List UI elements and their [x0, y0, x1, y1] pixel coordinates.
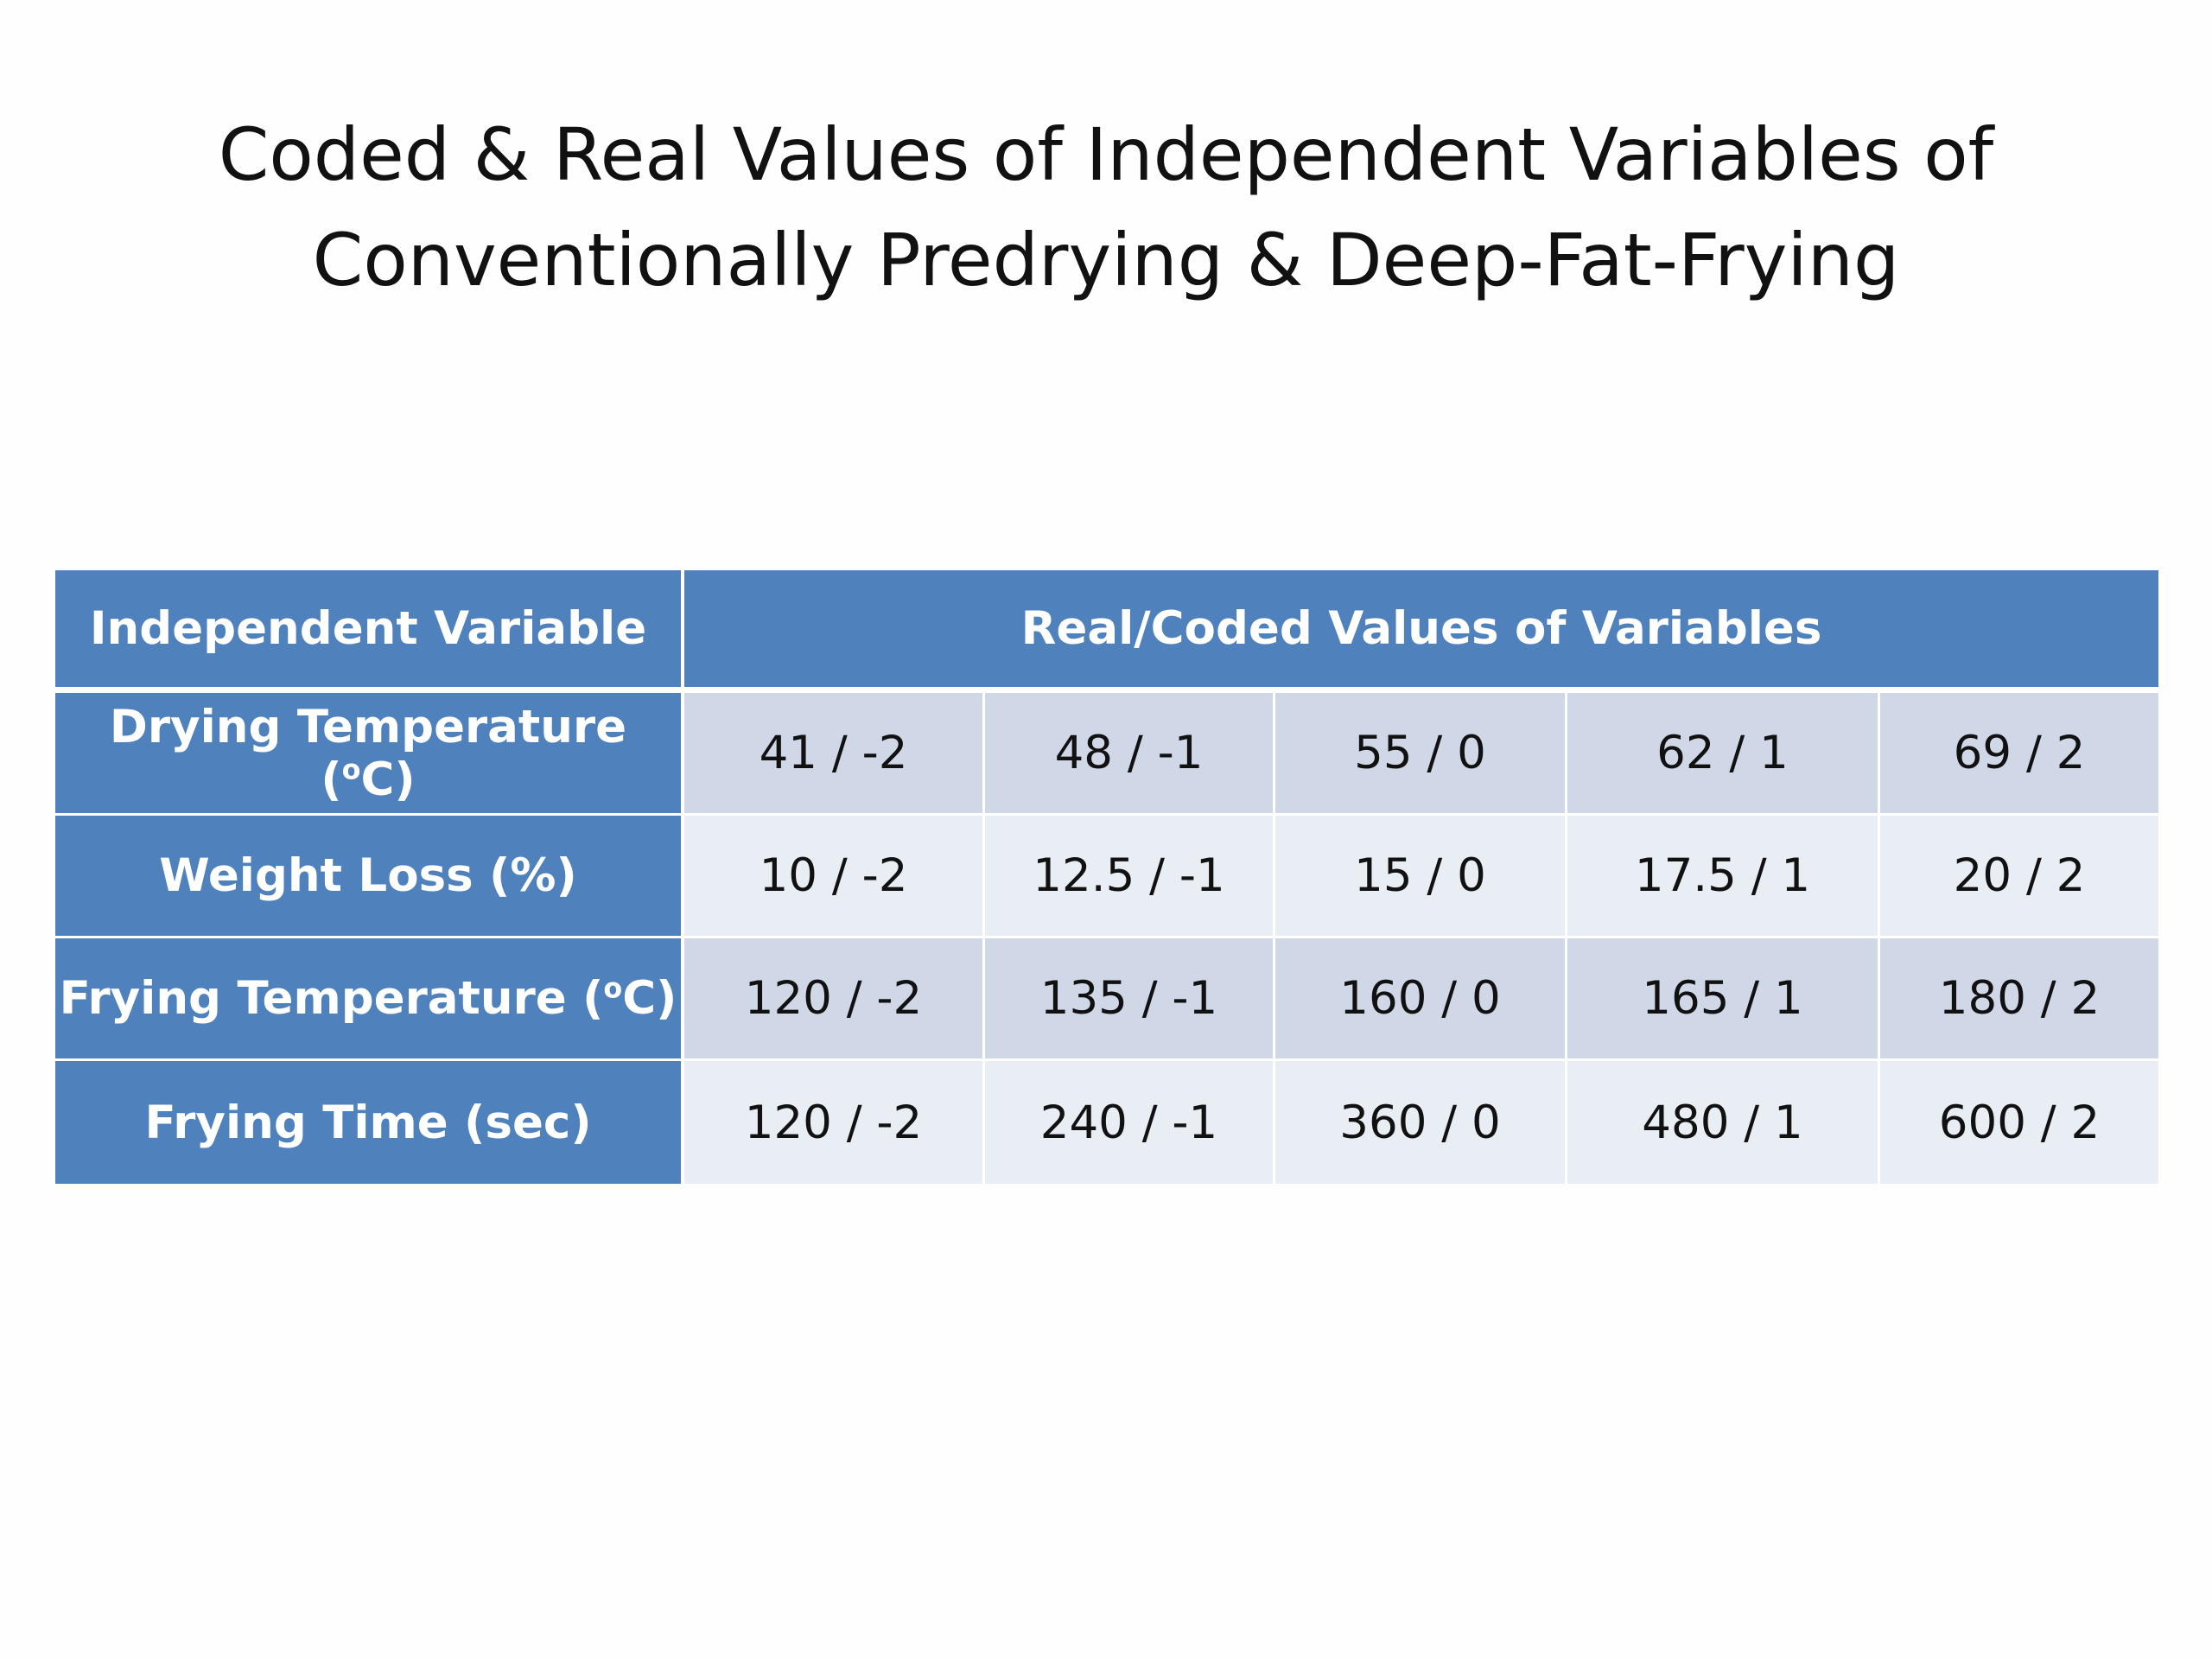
row-label-text: Weight Loss (%)	[159, 849, 577, 902]
table-cell: 12.5 / -1	[985, 816, 1275, 938]
slide-title-line-2: Conventionally Predrying & Deep-Fat-Fryi…	[312, 218, 1900, 302]
table-cell: 41 / -2	[684, 693, 985, 816]
slide-title-line-1: Coded & Real Values of Independent Varia…	[218, 112, 1994, 197]
table-row-frying-time: Frying Time (sec) 120 / -2 240 / -1 360 …	[55, 1061, 2159, 1184]
table-row-frying-temperature: Frying Temperature (oC) 120 / -2 135 / -…	[55, 938, 2159, 1061]
table-cell: 15 / 0	[1275, 816, 1567, 938]
table-cell: 120 / -2	[684, 1061, 985, 1184]
row-label-unit: C)	[622, 972, 677, 1025]
table-row-weight-loss: Weight Loss (%) 10 / -2 12.5 / -1 15 / 0…	[55, 816, 2159, 938]
table-cell: 10 / -2	[684, 816, 985, 938]
row-label-weight-loss: Weight Loss (%)	[55, 816, 684, 938]
table-cell: 135 / -1	[985, 938, 1275, 1061]
table-cell: 62 / 1	[1567, 693, 1880, 816]
table-cell: 20 / 2	[1880, 816, 2159, 938]
slide-title: Coded & Real Values of Independent Varia…	[0, 102, 2212, 313]
table-cell: 165 / 1	[1567, 938, 1880, 1061]
row-label-frying-temperature: Frying Temperature (oC)	[55, 938, 684, 1061]
table-cell: 48 / -1	[985, 693, 1275, 816]
row-label-text: Drying Temperature (	[109, 700, 627, 806]
table-cell: 55 / 0	[1275, 693, 1567, 816]
table-cell: 480 / 1	[1567, 1061, 1880, 1184]
table-cell: 180 / 2	[1880, 938, 2159, 1061]
table-cell: 360 / 0	[1275, 1061, 1567, 1184]
header-independent-variable: Independent Variable	[55, 570, 684, 693]
row-label-drying-temperature: Drying Temperature (oC)	[55, 693, 684, 816]
degree-superscript: o	[341, 753, 361, 785]
table-row-drying-temperature: Drying Temperature (oC) 41 / -2 48 / -1 …	[55, 693, 2159, 816]
row-label-frying-time: Frying Time (sec)	[55, 1061, 684, 1184]
table-cell: 17.5 / 1	[1567, 816, 1880, 938]
table-cell: 69 / 2	[1880, 693, 2159, 816]
variables-table: Independent Variable Real/Coded Values o…	[55, 570, 2159, 1184]
table-cell: 240 / -1	[985, 1061, 1275, 1184]
table-cell: 600 / 2	[1880, 1061, 2159, 1184]
row-label-unit: C)	[360, 753, 416, 806]
row-label-text: Frying Temperature (	[59, 972, 604, 1025]
header-real-coded-values: Real/Coded Values of Variables	[684, 570, 2159, 693]
table-header-row: Independent Variable Real/Coded Values o…	[55, 570, 2159, 693]
table-cell: 120 / -2	[684, 938, 985, 1061]
degree-superscript: o	[603, 972, 623, 1005]
table-cell: 160 / 0	[1275, 938, 1567, 1061]
row-label-text: Frying Time (sec)	[144, 1096, 592, 1149]
